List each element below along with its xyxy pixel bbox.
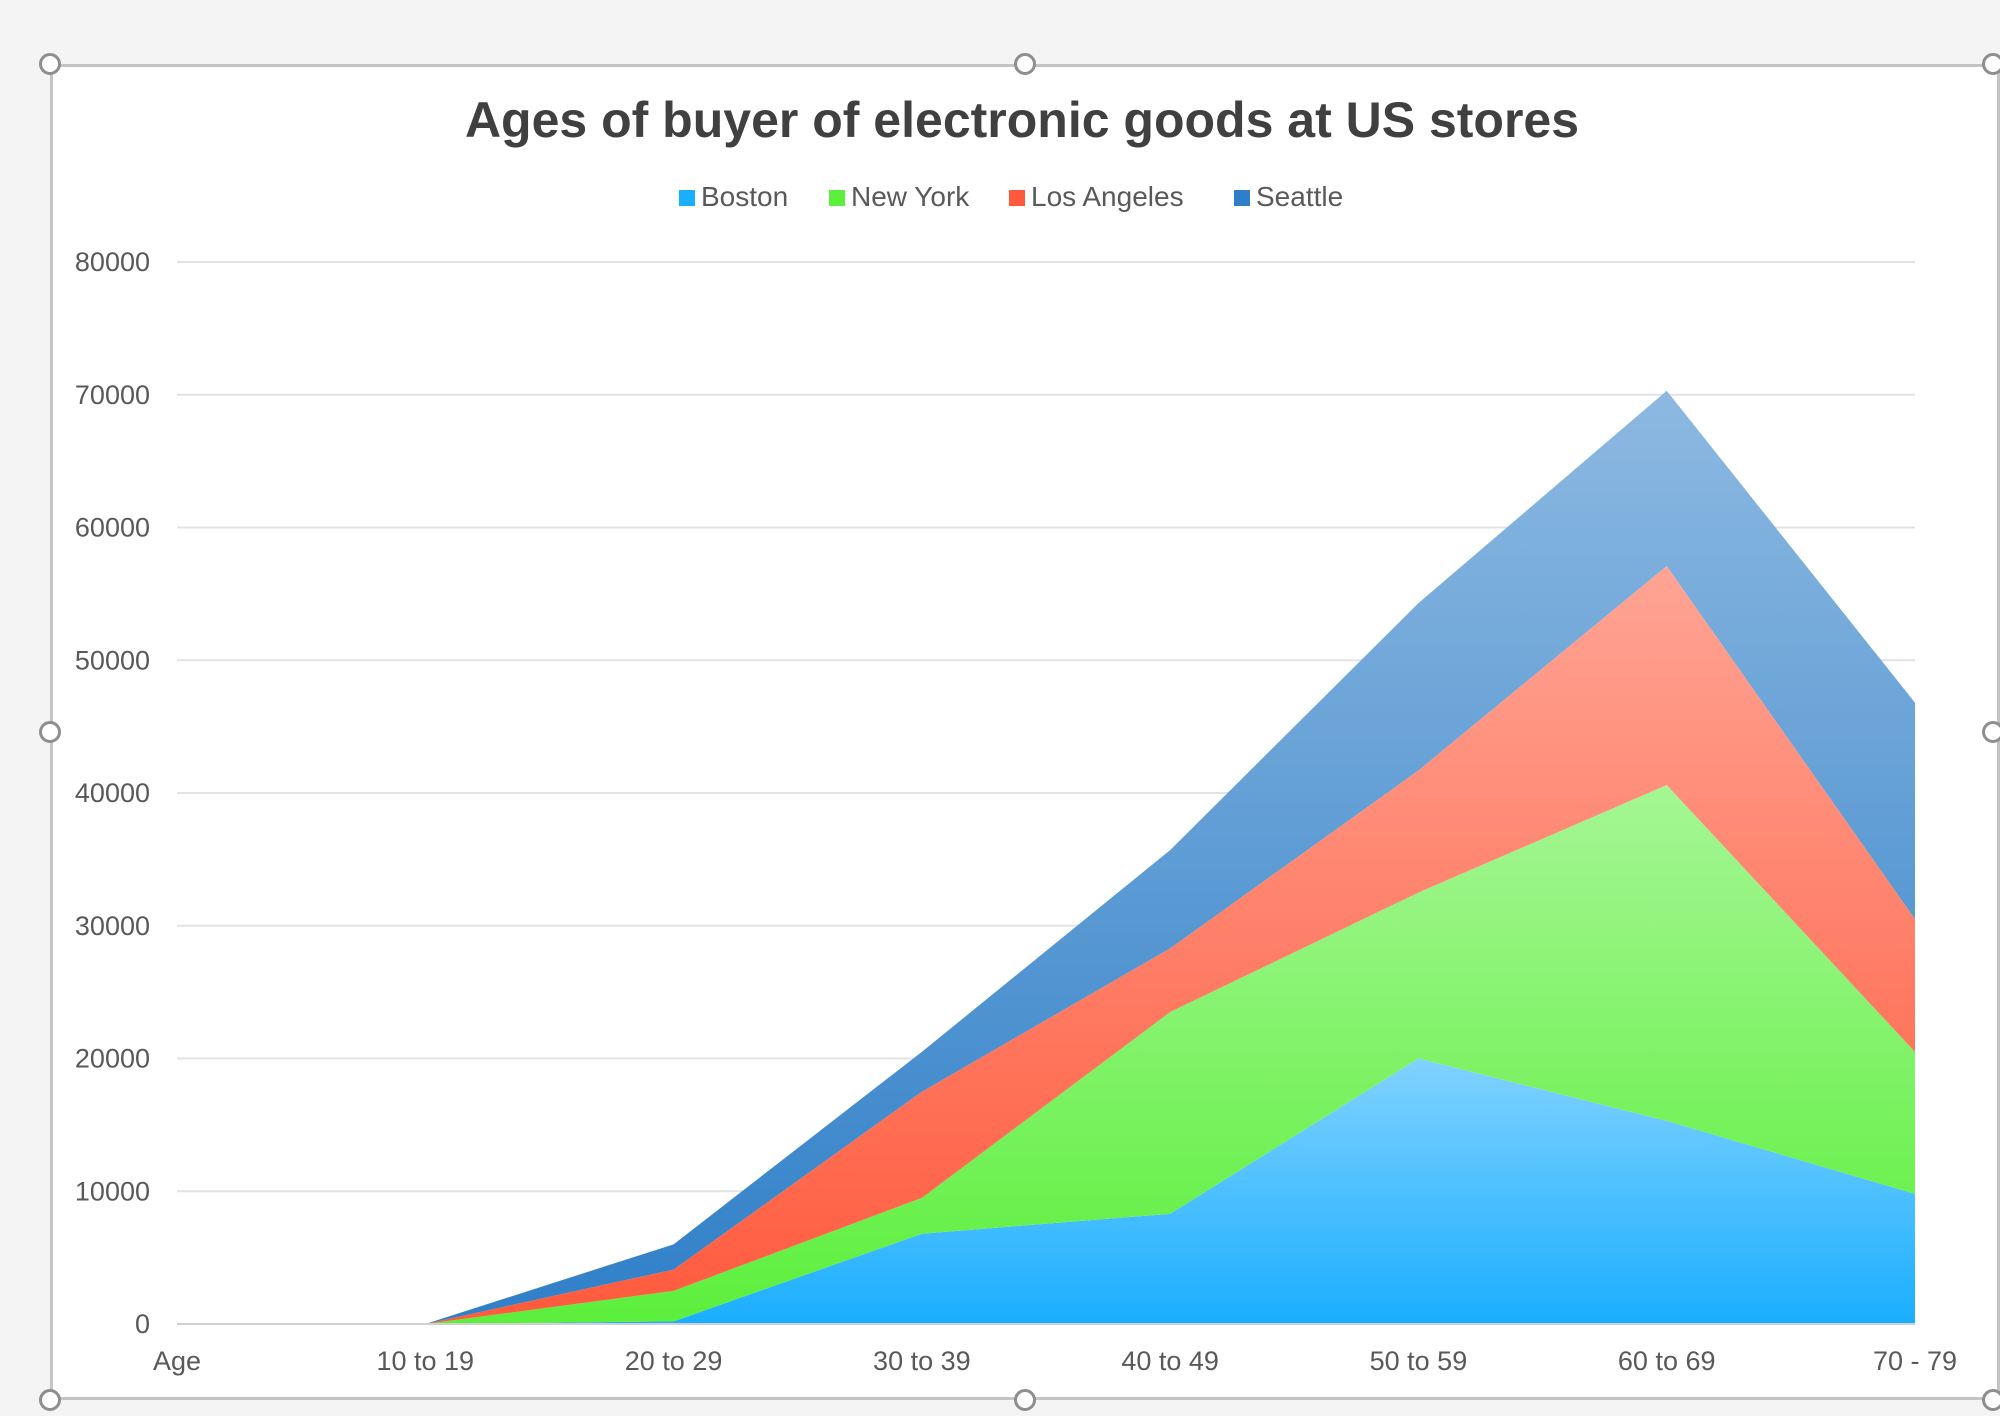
resize-handle-middle-right[interactable]: [1982, 721, 2000, 743]
y-tick-label: 80000: [75, 247, 150, 277]
resize-handle-bottom-middle[interactable]: [1014, 1389, 1036, 1411]
x-tick-label: Age: [153, 1346, 201, 1376]
chart-title: Ages of buyer of electronic goods at US …: [465, 92, 1579, 148]
y-tick-label: 50000: [75, 645, 150, 675]
y-tick-label: 70000: [75, 380, 150, 410]
resize-handle-bottom-left[interactable]: [39, 1389, 61, 1411]
y-tick-label: 0: [135, 1309, 150, 1339]
legend-swatch: [1234, 190, 1250, 206]
y-tick-label: 20000: [75, 1044, 150, 1074]
x-tick-label: 20 to 29: [625, 1346, 723, 1376]
y-tick-label: 10000: [75, 1176, 150, 1206]
area-boston: [177, 1058, 1915, 1324]
x-axis: Age 10 to 19 20 to 29 30 to 39 40 to 49 50 to…: [153, 1323, 1957, 1376]
area-los-angeles: [177, 565, 1915, 1324]
resize-handle-bottom-right[interactable]: [1982, 1389, 2000, 1411]
resize-handle-top-left[interactable]: [39, 53, 61, 75]
x-tick-label: 50 to 59: [1370, 1346, 1468, 1376]
y-tick-label: 40000: [75, 778, 150, 808]
legend-item-los-angeles: Los Angeles: [1009, 181, 1184, 212]
legend-item-new-york: New York: [829, 181, 970, 212]
y-axis: 0 10000 20000 30000 40000 50000 60000 70000 8000…: [75, 247, 150, 1339]
x-tick-label: 40 to 49: [1121, 1346, 1219, 1376]
area-seattle: [177, 390, 1915, 1325]
legend-label: New York: [851, 181, 970, 212]
x-tick-label: 10 to 19: [376, 1346, 474, 1376]
resize-handle-top-right[interactable]: [1982, 53, 2000, 75]
legend-label: Boston: [701, 181, 788, 212]
x-tick-label: 60 to 69: [1618, 1346, 1716, 1376]
area-new-york: [177, 785, 1915, 1324]
legend-swatch: [679, 190, 695, 206]
legend-label: Seattle: [1256, 181, 1343, 212]
legend-swatch: [1009, 190, 1025, 206]
legend-item-boston: Boston: [679, 181, 788, 212]
legend-label: Los Angeles: [1031, 181, 1184, 212]
x-tick-label: 30 to 39: [873, 1346, 971, 1376]
resize-handle-top-middle[interactable]: [1014, 53, 1036, 75]
resize-handle-middle-left[interactable]: [39, 721, 61, 743]
y-tick-label: 60000: [75, 513, 150, 543]
y-tick-label: 30000: [75, 911, 150, 941]
stacked-areas: [177, 390, 1915, 1325]
legend-item-seattle: Seattle: [1234, 181, 1343, 212]
x-tick-label: 70 - 79: [1873, 1346, 1957, 1376]
legend: Boston New York Los Angeles Seattle: [679, 181, 1343, 212]
legend-swatch: [829, 190, 845, 206]
